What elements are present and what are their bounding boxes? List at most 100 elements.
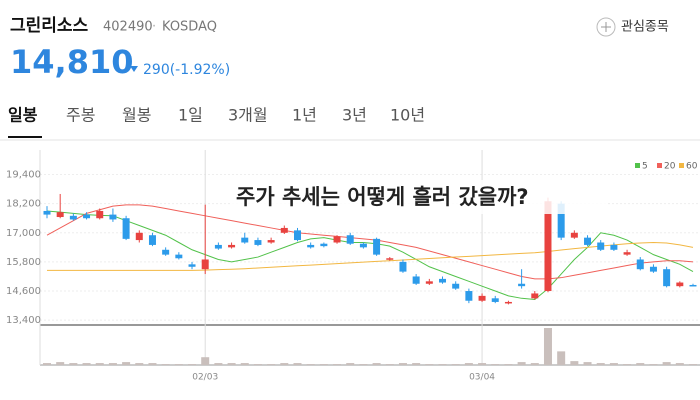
candle-body: [531, 293, 539, 299]
candle-body: [504, 301, 512, 304]
stock-code: 402490: [103, 20, 153, 35]
volume-bar: [227, 363, 236, 365]
candle-body: [412, 276, 420, 284]
volume-bar: [557, 351, 566, 365]
overlay-bg: [232, 180, 608, 214]
candle-body: [557, 203, 565, 238]
candle-body: [267, 240, 275, 243]
candle-body: [386, 258, 394, 260]
tab[interactable]: 3년: [342, 106, 367, 125]
tab[interactable]: 1년: [292, 106, 317, 125]
candle-body: [649, 266, 657, 272]
stock-name: 그린리소스: [10, 16, 89, 36]
tab[interactable]: 10년: [390, 106, 425, 125]
volume-bar: [675, 363, 684, 365]
candle-body: [623, 252, 631, 255]
candle-body: [676, 282, 684, 287]
candle-body: [201, 259, 209, 270]
volume-bar: [280, 363, 289, 365]
volume-bar: [517, 362, 526, 365]
tab[interactable]: 주봉: [66, 106, 95, 125]
candle-body: [56, 212, 64, 218]
candle-body: [214, 244, 222, 249]
candle-body: [610, 244, 618, 250]
candle-body: [293, 230, 301, 241]
candle-body: [452, 283, 460, 289]
candle-body: [333, 236, 341, 243]
volume-bar: [412, 363, 421, 365]
y-tick-label: 17,000: [6, 228, 41, 239]
volume-bar: [636, 363, 645, 365]
volume-bar: [346, 363, 355, 365]
volume-bar: [214, 363, 223, 365]
tab[interactable]: 3개월: [228, 106, 268, 125]
price: 14,810: [10, 43, 133, 81]
candle-body: [175, 254, 183, 259]
candle-body: [109, 214, 117, 220]
candle-body: [636, 259, 644, 270]
legend-swatch: [657, 163, 662, 168]
y-tick-label: 14,600: [6, 286, 41, 297]
volume-bar: [293, 363, 302, 365]
candle-body: [254, 240, 262, 245]
plus-icon: [601, 22, 611, 32]
volume-bar: [161, 364, 170, 365]
candle-body: [570, 232, 578, 238]
candle-body: [122, 218, 130, 239]
volume-bar: [201, 357, 210, 365]
volume-bar: [56, 362, 65, 365]
x-tick-label: 03/04: [469, 373, 495, 383]
volume-bar: [333, 364, 342, 365]
candle-body: [280, 227, 288, 233]
price-change: 290(-1.92%): [143, 62, 230, 78]
volume-bar: [253, 364, 262, 365]
y-tick-label: 15,800: [6, 257, 41, 268]
y-tick-label: 19,400: [6, 170, 41, 181]
volume-bar: [306, 364, 315, 365]
candle-body: [373, 238, 381, 255]
volume-bar: [319, 364, 328, 365]
candle-body: [584, 237, 592, 245]
y-tick-label: 18,200: [6, 199, 41, 210]
volume-bar: [570, 361, 579, 365]
candle-body: [518, 283, 526, 287]
watch-button[interactable]: 관심종목: [596, 17, 669, 37]
tab[interactable]: 1일: [178, 106, 203, 125]
ma-line: [47, 241, 694, 271]
volume-bar: [240, 363, 249, 365]
watch-label: 관심종목: [621, 20, 669, 35]
tab[interactable]: 월봉: [122, 106, 151, 125]
candle-body: [69, 215, 77, 220]
candle-body: [188, 264, 196, 267]
volume-bar: [385, 364, 394, 365]
volume-bar: [267, 364, 276, 365]
legend-label: 60: [686, 162, 698, 172]
volume-bar: [148, 363, 157, 365]
volume-bar: [359, 364, 368, 365]
candle-body: [359, 243, 367, 248]
tab[interactable]: 일봉: [8, 106, 38, 125]
volume-bar: [464, 363, 473, 365]
volume-bar: [43, 363, 51, 365]
volume-bar: [135, 363, 144, 365]
volume-bar: [491, 364, 500, 365]
volume-bar: [95, 363, 104, 365]
candle-body: [135, 232, 143, 241]
volume-bar: [662, 362, 671, 365]
candle-body: [320, 243, 328, 247]
volume-bar: [543, 328, 552, 365]
separator: ·: [152, 20, 156, 35]
volume-bar: [689, 364, 697, 365]
legend-swatch: [635, 163, 640, 168]
candle-body: [425, 281, 433, 284]
volume-bar: [82, 363, 91, 365]
volume-bar: [478, 363, 487, 365]
volume-bar: [596, 363, 605, 365]
candle-body: [663, 269, 671, 287]
candle-body: [148, 235, 156, 245]
volume-bar: [609, 363, 618, 365]
candle-body: [43, 210, 51, 215]
candle-body: [241, 237, 249, 243]
candle-body: [162, 249, 170, 255]
legend-swatch: [679, 163, 684, 168]
